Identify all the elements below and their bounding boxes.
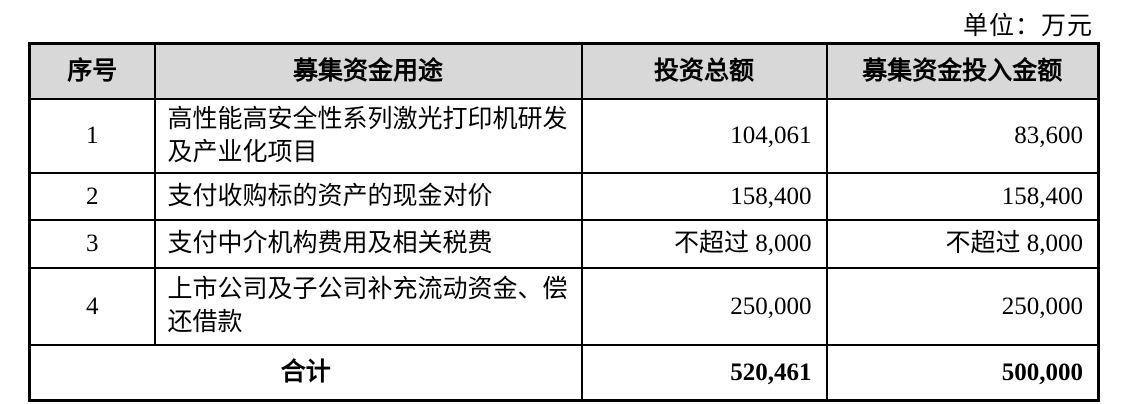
purpose-cell: 支付收购标的资产的现金对价 (153, 171, 583, 221)
purpose-cell: 高性能高安全性系列激光打印机研发及产业化项目 (153, 97, 583, 174)
unit-label: 单位：万元 (962, 13, 1093, 40)
table-row: 3 支付中介机构费用及相关税费 不超过 8,000 不超过 8,000 (28, 218, 1100, 269)
table-row: 4 上市公司及子公司补充流动资金、偿还借款 250,000 250,000 (28, 266, 1100, 346)
serial-number-cell: 3 (28, 218, 156, 269)
total-investment-sum-cell: 520,461 (580, 343, 828, 402)
header-raised-funds-amount: 募集资金投入金额 (825, 42, 1100, 100)
raised-funds-cell: 83,600 (825, 97, 1100, 174)
total-investment-cell: 不超过 8,000 (580, 218, 828, 269)
header-total-investment: 投资总额 (580, 42, 828, 100)
serial-number-cell: 1 (28, 97, 156, 174)
raised-funds-sum-cell: 500,000 (825, 343, 1100, 402)
purpose-cell: 上市公司及子公司补充流动资金、偿还借款 (153, 266, 583, 346)
raised-funds-cell: 不超过 8,000 (825, 218, 1100, 269)
purpose-cell: 支付中介机构费用及相关税费 (153, 218, 583, 269)
header-serial-number: 序号 (28, 42, 156, 100)
serial-number-cell: 4 (28, 266, 156, 346)
total-investment-cell: 104,061 (580, 97, 828, 174)
total-investment-cell: 158,400 (580, 171, 828, 221)
total-row: 合计 520,461 500,000 (28, 343, 1100, 402)
total-label-cell: 合计 (28, 343, 583, 402)
table-row: 2 支付收购标的资产的现金对价 158,400 158,400 (28, 171, 1100, 221)
serial-number-cell: 2 (28, 171, 156, 221)
table-header-row: 序号 募集资金用途 投资总额 募集资金投入金额 (28, 42, 1100, 100)
total-investment-cell: 250,000 (580, 266, 828, 346)
header-fund-purpose: 募集资金用途 (153, 42, 583, 100)
raised-funds-cell: 158,400 (825, 171, 1100, 221)
fundraising-usage-table: 序号 募集资金用途 投资总额 募集资金投入金额 1 高性能高安全性系列激光打印机… (28, 42, 1100, 402)
raised-funds-cell: 250,000 (825, 266, 1100, 346)
table-row: 1 高性能高安全性系列激光打印机研发及产业化项目 104,061 83,600 (28, 97, 1100, 174)
